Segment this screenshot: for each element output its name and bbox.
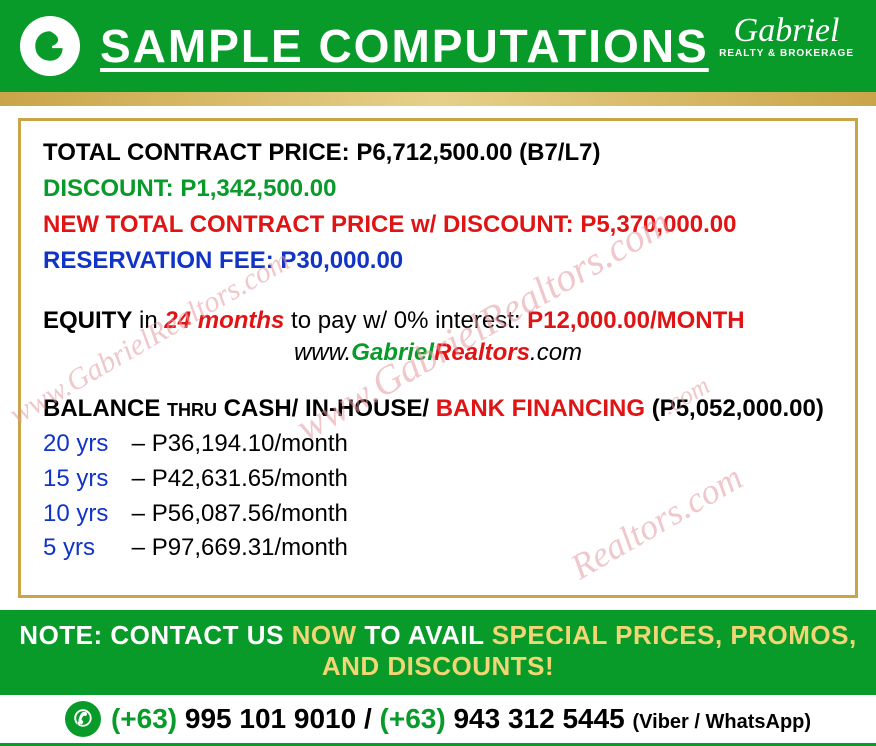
country-code: (+63) bbox=[380, 703, 446, 734]
footer-note: NOTE: CONTACT US NOW TO AVAIL SPECIAL PR… bbox=[0, 610, 876, 692]
footer: NOTE: CONTACT US NOW TO AVAIL SPECIAL PR… bbox=[0, 610, 876, 746]
equity-amount: P12,000.00/MONTH bbox=[527, 307, 744, 334]
schedule-row: 20 yrs – P36,194.10/month bbox=[43, 427, 833, 462]
url-pre: www. bbox=[294, 339, 351, 366]
equity-mid2: to pay w/ 0% interest: bbox=[284, 307, 527, 334]
brand-tagline: REALTY & BROKERAGE bbox=[719, 48, 854, 59]
note-pre: NOTE: CONTACT US bbox=[19, 620, 291, 650]
brand-logo-icon bbox=[20, 16, 80, 76]
page-title: SAMPLE COMPUTATIONS bbox=[100, 19, 709, 73]
equity-prefix: EQUITY bbox=[43, 307, 132, 334]
schedule-amount: P56,087.56/month bbox=[152, 500, 348, 527]
schedule-sep: – bbox=[125, 430, 152, 457]
footer-phone-bar: ✆ (+63) 995 101 9010 / (+63) 943 312 544… bbox=[0, 692, 876, 746]
schedule-term: 10 yrs bbox=[43, 497, 125, 532]
new-tcp-value: P5,370,000.00 bbox=[580, 211, 736, 238]
schedule-amount: P36,194.10/month bbox=[152, 430, 348, 457]
reservation-value: P30,000.00 bbox=[280, 247, 403, 274]
brand-name: Gabriel bbox=[719, 14, 854, 48]
schedule-sep: – bbox=[125, 534, 152, 561]
new-tcp-line: NEW TOTAL CONTRACT PRICE w/ DISCOUNT: P5… bbox=[43, 207, 833, 243]
phone-sub: (Viber / WhatsApp) bbox=[633, 711, 812, 733]
header-bar: SAMPLE COMPUTATIONS Gabriel REALTY & BRO… bbox=[0, 0, 876, 92]
equity-mid1: in bbox=[132, 307, 164, 334]
new-tcp-label: NEW TOTAL CONTRACT PRICE w/ DISCOUNT: bbox=[43, 211, 580, 238]
url-post: .com bbox=[530, 339, 582, 366]
reservation-line: RESERVATION FEE: P30,000.00 bbox=[43, 243, 833, 279]
reservation-label: RESERVATION FEE: bbox=[43, 247, 280, 274]
url-brand2: Realtors bbox=[434, 339, 530, 366]
phone-numbers: (+63) 995 101 9010 / (+63) 943 312 5445 … bbox=[111, 703, 811, 735]
schedule-sep: – bbox=[125, 465, 152, 492]
country-code: (+63) bbox=[111, 703, 177, 734]
balance-bank: BANK FINANCING bbox=[436, 395, 652, 422]
equity-months: 24 months bbox=[164, 307, 284, 334]
balance-header: BALANCE THRU CASH/ IN-HOUSE/ BANK FINANC… bbox=[43, 391, 833, 427]
schedule-row: 15 yrs – P42,631.65/month bbox=[43, 462, 833, 497]
tcp-line: TOTAL CONTRACT PRICE: P6,712,500.00 (B7/… bbox=[43, 135, 833, 171]
computation-panel: www.GabrielRealtors.com www.GabrielRealt… bbox=[18, 118, 858, 598]
schedule-term: 15 yrs bbox=[43, 462, 125, 497]
balance-thru: THRU bbox=[167, 400, 217, 420]
balance-mid: CASH/ IN-HOUSE/ bbox=[217, 395, 436, 422]
schedule-sep: – bbox=[125, 500, 152, 527]
url-brand1: Gabriel bbox=[351, 339, 434, 366]
schedule-term: 20 yrs bbox=[43, 427, 125, 462]
schedule-term: 5 yrs bbox=[43, 531, 125, 566]
schedule-amount: P42,631.65/month bbox=[152, 465, 348, 492]
note-mid: TO AVAIL bbox=[357, 620, 492, 650]
phone1: 995 101 9010 / bbox=[177, 703, 379, 734]
schedule-row: 5 yrs – P97,669.31/month bbox=[43, 531, 833, 566]
tcp-label: TOTAL CONTRACT PRICE: bbox=[43, 139, 356, 166]
discount-value: P1,342,500.00 bbox=[180, 175, 336, 202]
note-now: NOW bbox=[292, 620, 357, 650]
equity-line: EQUITY in 24 months to pay w/ 0% interes… bbox=[43, 303, 833, 339]
phone2: 943 312 5445 bbox=[446, 703, 633, 734]
schedule-row: 10 yrs – P56,087.56/month bbox=[43, 497, 833, 532]
discount-label: DISCOUNT: bbox=[43, 175, 180, 202]
url-line: www.GabrielRealtors.com bbox=[43, 339, 833, 367]
discount-line: DISCOUNT: P1,342,500.00 bbox=[43, 171, 833, 207]
schedule-amount: P97,669.31/month bbox=[152, 534, 348, 561]
balance-amount: (P5,052,000.00) bbox=[652, 395, 824, 422]
phone-icon: ✆ bbox=[65, 701, 101, 737]
balance-pre: BALANCE bbox=[43, 395, 167, 422]
gold-divider bbox=[0, 92, 876, 106]
brand-block: Gabriel REALTY & BROKERAGE bbox=[719, 14, 854, 59]
tcp-value: P6,712,500.00 (B7/L7) bbox=[356, 139, 600, 166]
